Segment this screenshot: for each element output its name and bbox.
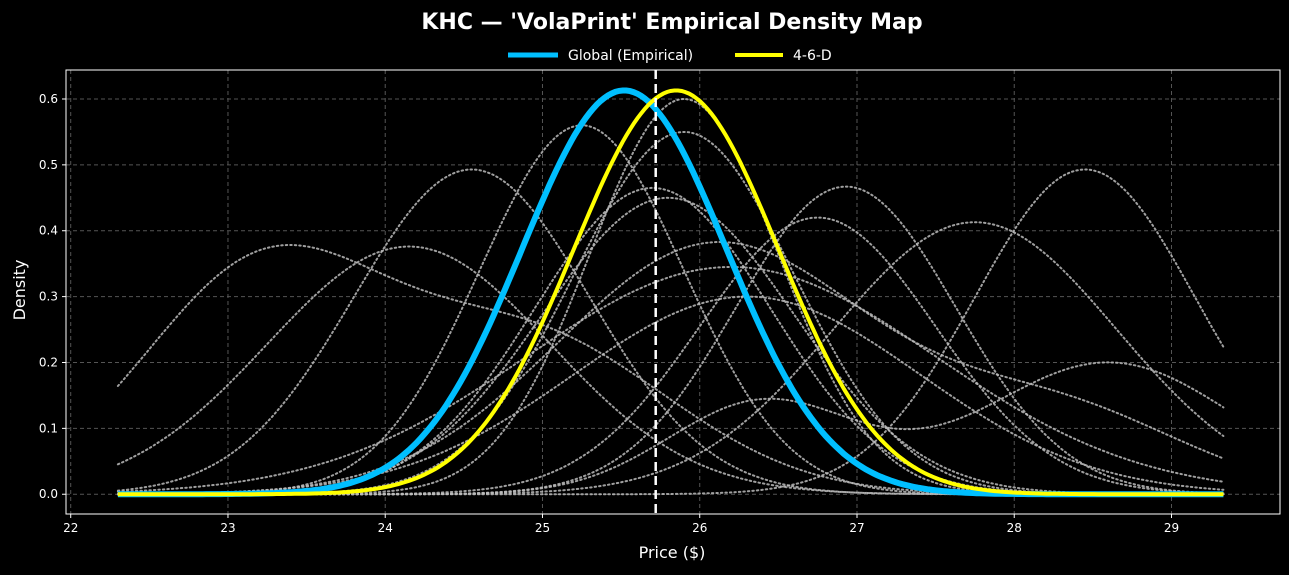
background-density-curve-16 [116, 295, 1225, 495]
y-tick-label: 0.1 [39, 421, 58, 435]
x-axis-label: Price ($) [639, 543, 706, 562]
x-tick-label: 29 [1164, 521, 1179, 535]
x-tick-label: 26 [692, 521, 707, 535]
background-density-curve-9 [116, 185, 1225, 496]
plot-frame [65, 69, 1281, 515]
x-tick-label: 23 [220, 521, 235, 535]
y-axis-label: Density [10, 260, 29, 321]
background-density-curve-6 [116, 131, 1225, 496]
y-tick-label: 0.6 [39, 92, 58, 106]
x-tick-label: 28 [1007, 521, 1022, 535]
background-density-curve-15 [116, 240, 1225, 496]
background-density-curve-7 [116, 186, 1225, 496]
x-tick-label: 22 [63, 521, 78, 535]
chart-title: KHC — 'VolaPrint' Empirical Density Map [421, 10, 922, 35]
background-density-curve-13 [116, 266, 1225, 493]
x-tick-label: 25 [535, 521, 550, 535]
background-density-curve-1 [116, 244, 1225, 496]
x-tick-label: 27 [849, 521, 864, 535]
background-density-curve-11 [116, 221, 1225, 496]
y-tick-label: 0.5 [39, 158, 58, 172]
y-tick-label: 0.4 [39, 224, 58, 238]
global-density-curve [117, 87, 1224, 498]
background-density-curve-10 [116, 216, 1225, 496]
y-tick-label: 0.0 [39, 487, 58, 501]
main-curves [117, 70, 1224, 514]
density-curve-4-6-d [117, 88, 1224, 497]
legend-label-4-6-d: 4-6-D [793, 48, 832, 64]
legend-label-global: Global (Empirical) [568, 48, 693, 64]
x-tick-label: 24 [378, 521, 393, 535]
legend: Global (Empirical) 4-6-D [508, 48, 832, 64]
y-tick-label: 0.3 [39, 290, 58, 304]
axes: 22 23 24 25 26 27 28 29 0.0 0.1 0.2 0.3 0.4 0.5 0.6 [39, 69, 1281, 535]
y-tick-label: 0.2 [39, 355, 58, 369]
background-density-curve-2 [116, 245, 1225, 496]
grid [66, 70, 1280, 514]
